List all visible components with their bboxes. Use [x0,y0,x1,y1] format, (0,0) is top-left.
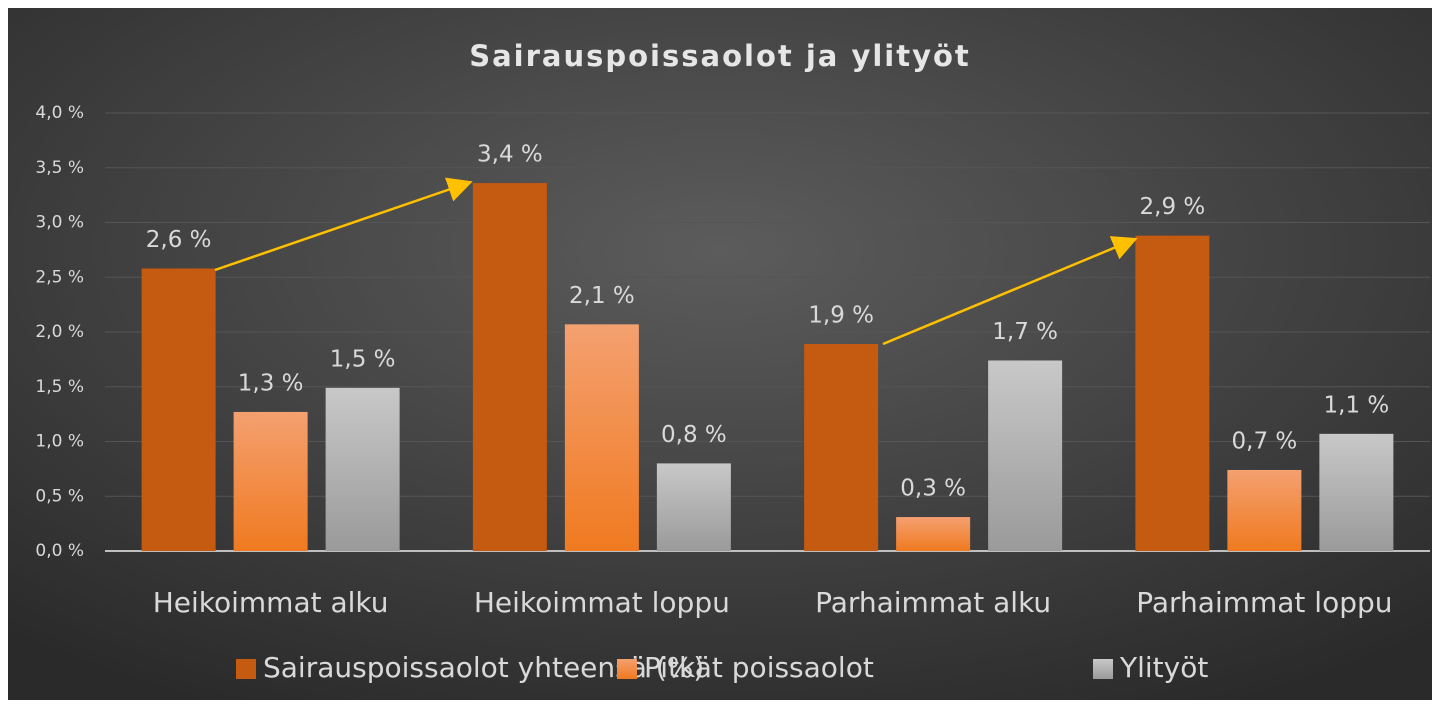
y-tick-label: 0,5 % [35,486,84,506]
y-tick-label: 0,0 % [35,541,84,561]
data-label: 3,4 % [477,142,543,168]
annotation-arrow [882,236,1138,346]
bar [804,344,879,551]
x-tick-label: Parhaimmat alku [815,586,1051,619]
data-label: 2,9 % [1140,194,1206,220]
legend-swatch [236,659,256,679]
data-label: 1,1 % [1324,392,1390,418]
y-tick-label: 1,5 % [35,377,84,397]
bar [325,387,400,551]
bar [1319,433,1394,551]
data-label: 0,8 % [661,422,727,448]
x-tick-label: Parhaimmat loppu [1136,586,1392,619]
bar [896,517,971,551]
y-tick-label: 4,0 % [35,103,84,123]
data-label: 1,3 % [238,370,304,396]
annotation-arrow [214,177,473,272]
chart-title: Sairauspoissaolot ja ylityöt [469,39,971,73]
legend-label: Sairauspoissaolot yhteensä (%) [263,651,704,684]
x-tick-label: Heikoimmat alku [153,586,389,619]
y-tick-label: 2,5 % [35,267,84,287]
data-label: 2,1 % [569,283,635,309]
data-label: 0,3 % [900,476,966,502]
legend-swatch [1093,659,1113,679]
data-label: 1,5 % [330,346,396,372]
data-label: 1,9 % [808,303,874,329]
bar [1227,469,1302,551]
y-tick-label: 1,0 % [35,432,84,452]
bar [988,360,1063,551]
bar [233,411,308,551]
legend-label: Pitkät poissaolot [644,651,874,684]
data-label: 1,7 % [992,319,1058,345]
y-tick-label: 3,5 % [35,158,84,178]
legend-label: Ylityöt [1119,651,1208,684]
bar [564,324,639,551]
y-tick-label: 2,0 % [35,322,84,342]
x-tick-label: Heikoimmat loppu [474,586,730,619]
bar [472,183,547,551]
bar [656,463,731,551]
bar [141,268,216,551]
data-label: 0,7 % [1232,428,1298,454]
legend-swatch [617,659,637,679]
data-label: 2,6 % [146,227,212,253]
bar [1135,235,1210,551]
y-tick-label: 3,0 % [35,213,84,233]
